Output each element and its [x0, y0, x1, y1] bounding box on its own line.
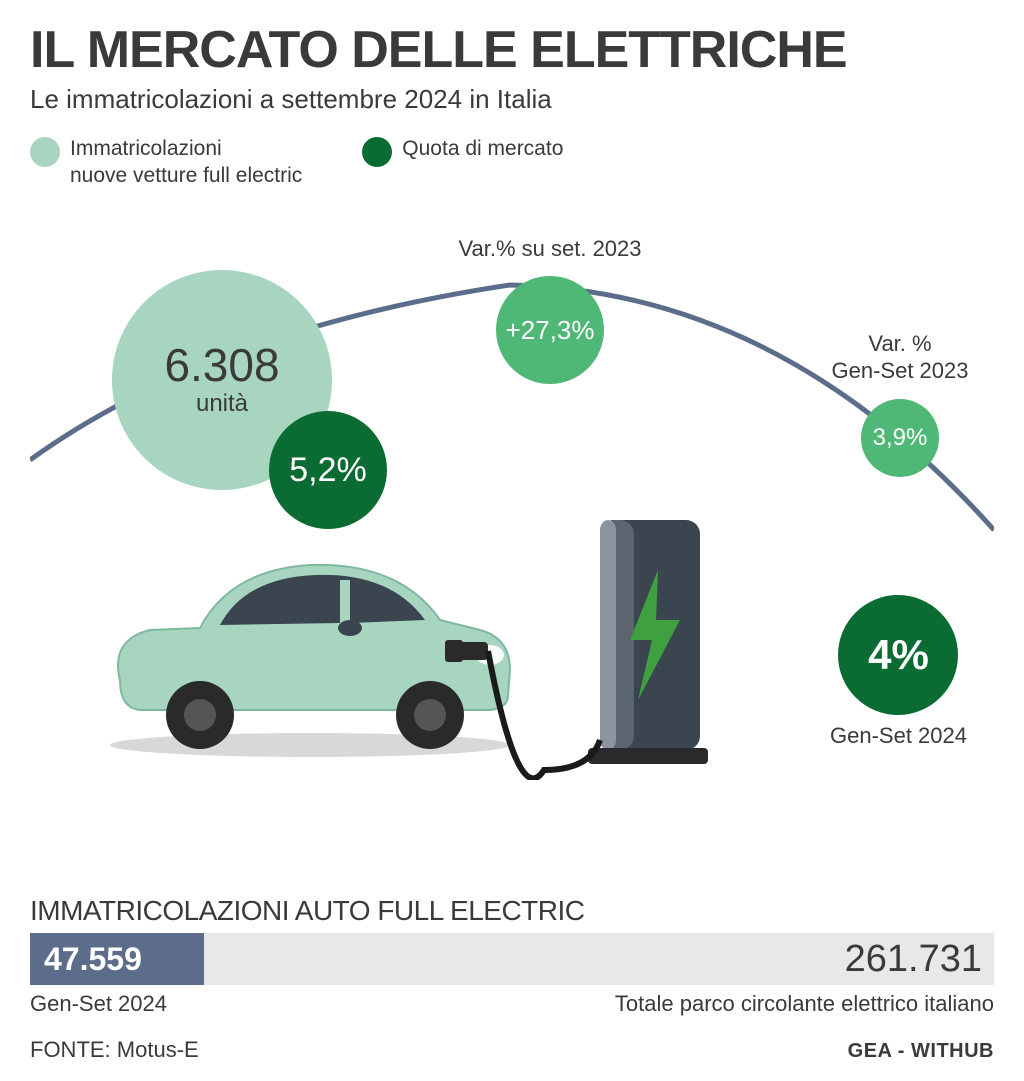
bottom-bar-title: IMMATRICOLAZIONI AUTO FULL ELECTRIC	[30, 895, 994, 927]
ytd-share-label: Gen-Set 2024	[830, 723, 967, 749]
market-share-value: 5,2%	[289, 453, 367, 487]
bar-fill: 47.559	[30, 933, 204, 985]
bubble-variation-month: +27,3%	[496, 276, 604, 384]
variation-ytd-label: Var. %Gen-Set 2023	[810, 330, 990, 385]
source-prefix: FONTE:	[30, 1037, 117, 1062]
source-text: FONTE: Motus-E	[30, 1037, 199, 1063]
legend-label: Immatricolazioninuove vetture full elect…	[70, 135, 302, 190]
registrations-value: 6.308	[164, 342, 279, 388]
registrations-unit: unità	[196, 390, 248, 418]
bar-left-label: Gen-Set 2024	[30, 991, 167, 1017]
legend-dot-icon	[362, 137, 392, 167]
footer: FONTE: Motus-E GEA - WITHUB	[30, 1037, 994, 1063]
infographic-area: 6.308 unità 5,2% Var.% su set. 2023 +27,…	[30, 200, 994, 780]
ytd-share-stat: 4% Gen-Set 2024	[830, 595, 967, 749]
variation-ytd-value: 3,9%	[873, 426, 928, 450]
bubble-variation-ytd: 3,9%	[861, 399, 939, 477]
legend-item: Quota di mercato	[362, 135, 563, 190]
legend-dot-icon	[30, 137, 60, 167]
page-title: IL MERCATO DELLE ELETTRICHE	[30, 20, 994, 80]
credit-text: GEA - WITHUB	[848, 1040, 994, 1063]
variation-month-value: +27,3%	[506, 317, 595, 343]
ytd-share-value: 4%	[838, 595, 958, 715]
bar-right-label: Totale parco circolante elettrico italia…	[615, 991, 994, 1017]
bar-total: 261.731	[845, 933, 982, 985]
bottom-bar-section: IMMATRICOLAZIONI AUTO FULL ELECTRIC 47.5…	[30, 895, 994, 1017]
stacked-bar: 47.559 261.731	[30, 933, 994, 985]
page-subtitle: Le immatricolazioni a settembre 2024 in …	[30, 84, 994, 115]
legend-label: Quota di mercato	[402, 135, 563, 162]
source-name: Motus-E	[117, 1037, 199, 1062]
variation-label: Var.% su set. 2023	[440, 235, 660, 263]
bubble-market-share: 5,2%	[269, 411, 387, 529]
legend: Immatricolazioninuove vetture full elect…	[30, 135, 994, 190]
legend-item: Immatricolazioninuove vetture full elect…	[30, 135, 302, 190]
